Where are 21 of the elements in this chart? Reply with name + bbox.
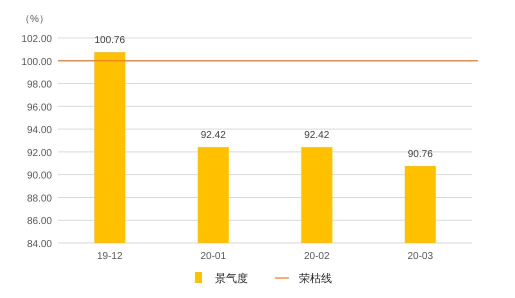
y-tick-label: 94.00 [26, 125, 52, 136]
y-tick-label: 88.00 [26, 193, 52, 204]
data-label: 92.42 [304, 130, 330, 142]
y-tick-label: 86.00 [26, 216, 52, 228]
y-tick-label: 102.00 [21, 34, 52, 45]
data-label: 100.76 [94, 35, 126, 46]
legend-label: 荣枯线 [299, 272, 332, 285]
y-axis-title: （%） [20, 14, 49, 25]
y-tick-label: 84.00 [26, 239, 52, 250]
legend-label: 景气度 [215, 272, 248, 285]
x-tick-label: 20-01 [200, 251, 226, 262]
y-tick-label: 98.00 [26, 80, 52, 91]
y-tick-label: 92.00 [26, 148, 52, 159]
data-label: 92.42 [200, 130, 226, 142]
x-tick-label: 20-02 [304, 251, 330, 262]
y-tick-label: 90.00 [26, 170, 52, 182]
y-tick-label: 96.00 [26, 102, 52, 114]
x-tick-label: 19-12 [96, 251, 123, 262]
y-tick-label: 100.00 [21, 56, 52, 68]
data-label: 90.76 [408, 149, 434, 160]
x-tick-label: 20-03 [407, 251, 434, 262]
